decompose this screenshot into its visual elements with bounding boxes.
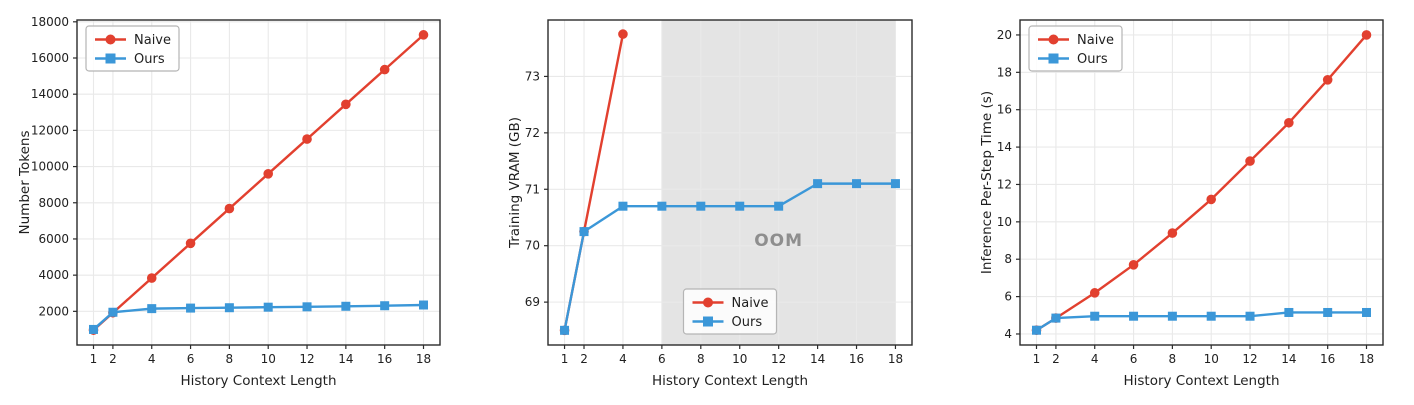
chart-training-vram: OOM 1 2 4 6 8 10 12 14 16 18 69 70 71 72 73 History Cont…: [471, 0, 943, 401]
legend-label-naive: Naive: [732, 296, 769, 311]
axes-spines: [547, 19, 913, 346]
svg-text:2: 2: [580, 352, 588, 366]
svg-text:69: 69: [525, 295, 540, 309]
x-axis-label: History Context Length: [652, 373, 808, 389]
x-axis-label: History Context Length: [1123, 373, 1279, 389]
svg-text:4: 4: [1004, 327, 1012, 341]
series-line-ours: [92, 303, 425, 331]
svg-text:10000: 10000: [31, 160, 69, 174]
plot-number-tokens: 1 2 4 6 8 10 12 14 16 18 2000 4000 6000 8000 10000 1200…: [0, 0, 471, 401]
svg-text:16: 16: [997, 103, 1012, 117]
svg-text:6: 6: [1130, 352, 1138, 366]
svg-text:16: 16: [377, 352, 392, 366]
svg-text:14: 14: [338, 352, 353, 366]
svg-text:18: 18: [416, 352, 431, 366]
svg-text:6: 6: [187, 352, 195, 366]
svg-text:6: 6: [658, 352, 666, 366]
svg-text:2: 2: [109, 352, 117, 366]
svg-text:1: 1: [90, 352, 98, 366]
svg-text:4: 4: [148, 352, 156, 366]
axes-spines: [76, 19, 441, 346]
axes-spines: [1019, 19, 1384, 346]
series-markers-ours: [560, 179, 900, 335]
svg-text:12000: 12000: [31, 123, 69, 137]
svg-text:10: 10: [997, 215, 1012, 229]
x-axis-label: History Context Length: [180, 373, 336, 389]
svg-text:4: 4: [619, 352, 627, 366]
svg-text:8: 8: [1169, 352, 1177, 366]
legend: Naive Ours: [1028, 25, 1123, 72]
svg-text:8: 8: [226, 352, 234, 366]
svg-text:72: 72: [525, 126, 540, 140]
svg-text:12: 12: [1242, 352, 1257, 366]
svg-text:20: 20: [997, 28, 1012, 42]
svg-text:6000: 6000: [38, 232, 69, 246]
svg-text:12: 12: [771, 352, 786, 366]
tick-labels: 1 2 4 6 8 10 12 14 16 18 2000 4000 6000 8000 10000 1200…: [31, 15, 431, 366]
svg-text:1: 1: [561, 352, 569, 366]
svg-text:71: 71: [525, 182, 540, 196]
svg-text:14: 14: [810, 352, 825, 366]
svg-text:6: 6: [1004, 290, 1012, 304]
svg-text:10: 10: [261, 352, 276, 366]
gridlines: [77, 20, 440, 345]
svg-text:4: 4: [1091, 352, 1099, 366]
svg-text:14: 14: [997, 140, 1012, 154]
svg-text:16: 16: [1320, 352, 1335, 366]
svg-text:73: 73: [525, 69, 540, 83]
legend-label-naive: Naive: [134, 33, 171, 48]
svg-text:70: 70: [525, 239, 540, 253]
svg-text:4000: 4000: [38, 268, 69, 282]
svg-text:1: 1: [1033, 352, 1041, 366]
figure-background: [0, 0, 471, 401]
legend-label-ours: Ours: [134, 52, 165, 67]
oom-annotation: OOM: [754, 231, 803, 251]
legend: Naive Ours: [85, 25, 180, 72]
plot-training-vram: OOM 1 2 4 6 8 10 12 14 16 18 69 70 71 72 73 History Cont…: [471, 0, 943, 401]
svg-text:2000: 2000: [38, 304, 69, 318]
legend-label-ours: Ours: [732, 315, 763, 330]
legend-label-naive: Naive: [1077, 33, 1114, 48]
svg-text:8000: 8000: [38, 196, 69, 210]
svg-text:8: 8: [1004, 252, 1012, 266]
svg-text:10: 10: [732, 352, 747, 366]
svg-text:10: 10: [1204, 352, 1219, 366]
series-line-naive: [1035, 33, 1368, 332]
series-line-ours: [1035, 311, 1368, 332]
y-axis-label: Training VRAM (GB): [507, 117, 523, 249]
legend-label-ours: Ours: [1077, 52, 1108, 67]
tick-labels: 1 2 4 6 8 10 12 14 16 18 69 70 71 72 73: [525, 69, 903, 366]
svg-text:18: 18: [888, 352, 903, 366]
plot-inference-time: 1 2 4 6 8 10 12 14 16 18 4 6 8 10 12 14 16 18 20 History Co…: [943, 0, 1414, 401]
svg-text:14000: 14000: [31, 87, 69, 101]
chart-number-tokens: 1 2 4 6 8 10 12 14 16 18 2000 4000 6000 8000 10000 1200…: [0, 0, 471, 401]
svg-text:12: 12: [299, 352, 314, 366]
svg-text:18000: 18000: [31, 15, 69, 29]
svg-text:16000: 16000: [31, 51, 69, 65]
series-line-naive: [92, 33, 425, 332]
svg-text:2: 2: [1052, 352, 1060, 366]
series-markers-ours: [1032, 307, 1371, 335]
chart-inference-time: 1 2 4 6 8 10 12 14 16 18 4 6 8 10 12 14 16 18 20 History Co…: [943, 0, 1414, 401]
tick-labels: 1 2 4 6 8 10 12 14 16 18 4 6 8 10 12 14 16 18 20: [997, 28, 1374, 366]
svg-text:16: 16: [849, 352, 864, 366]
y-axis-label: Inference Per-Step Time (s): [979, 91, 995, 274]
legend: Naive Ours: [682, 288, 778, 335]
svg-text:18: 18: [1359, 352, 1374, 366]
svg-text:18: 18: [997, 65, 1012, 79]
y-axis-label: Number Tokens: [17, 131, 33, 235]
svg-text:14: 14: [1281, 352, 1296, 366]
series-markers-ours: [89, 300, 428, 334]
svg-text:8: 8: [697, 352, 705, 366]
series-line-ours: [563, 182, 897, 332]
svg-text:12: 12: [997, 177, 1012, 191]
